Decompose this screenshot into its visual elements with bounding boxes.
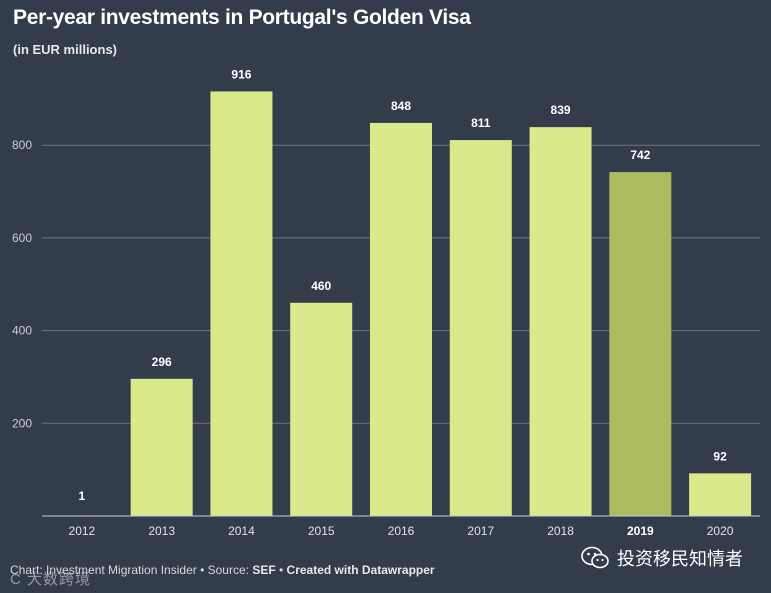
bar-2019 bbox=[609, 172, 672, 516]
footer-separator: • bbox=[275, 563, 287, 577]
value-label-2020: 92 bbox=[713, 449, 727, 463]
watermark-left: C 大数跨境 bbox=[10, 571, 92, 588]
x-tick-label-2014: 2014 bbox=[228, 524, 255, 538]
chart-footer: Chart: Investment Migration Insider • So… bbox=[10, 563, 435, 577]
value-label-2012: 1 bbox=[79, 489, 86, 503]
x-tick-label-2019: 2019 bbox=[627, 524, 654, 538]
wechat-icon bbox=[581, 546, 609, 569]
bar-2018 bbox=[529, 127, 592, 516]
bar-2020 bbox=[689, 473, 752, 516]
x-tick-label-2017: 2017 bbox=[467, 524, 494, 538]
value-label-2016: 848 bbox=[391, 99, 411, 113]
value-label-2019: 742 bbox=[630, 148, 650, 162]
bar-2013 bbox=[130, 378, 193, 516]
bar-2016 bbox=[370, 122, 432, 517]
chart-title: Per-year investments in Portugal's Golde… bbox=[13, 6, 471, 29]
value-label-2017: 811 bbox=[471, 116, 491, 130]
x-tick-label-2016: 2016 bbox=[388, 524, 415, 538]
value-label-2015: 460 bbox=[311, 279, 331, 293]
bar-2014 bbox=[210, 91, 273, 517]
footer-source: SEF bbox=[252, 563, 276, 577]
y-tick-label-200: 200 bbox=[12, 416, 32, 430]
value-label-2014: 916 bbox=[231, 67, 251, 81]
x-tick-label-2012: 2012 bbox=[69, 524, 96, 538]
value-label-2018: 839 bbox=[551, 103, 571, 117]
chart-subtitle: (in EUR millions) bbox=[13, 42, 117, 57]
x-tick-label-2020: 2020 bbox=[707, 524, 734, 538]
x-tick-label-2018: 2018 bbox=[547, 524, 574, 538]
value-label-2013: 296 bbox=[152, 355, 172, 369]
bar-2017 bbox=[449, 140, 512, 516]
x-tick-label-2015: 2015 bbox=[308, 524, 335, 538]
watermark-right: 投资移民知情者 bbox=[581, 545, 743, 571]
y-tick-label-600: 600 bbox=[12, 231, 32, 245]
y-tick-label-800: 800 bbox=[12, 138, 32, 152]
footer-created-with[interactable]: Created with Datawrapper bbox=[286, 563, 435, 577]
bar-2015 bbox=[290, 302, 353, 516]
footer-credit: Chart: Investment Migration Insider • So… bbox=[10, 563, 253, 577]
watermark-right-text: 投资移民知情者 bbox=[617, 549, 743, 569]
x-tick-label-2013: 2013 bbox=[148, 524, 175, 538]
y-tick-label-400: 400 bbox=[12, 324, 32, 338]
